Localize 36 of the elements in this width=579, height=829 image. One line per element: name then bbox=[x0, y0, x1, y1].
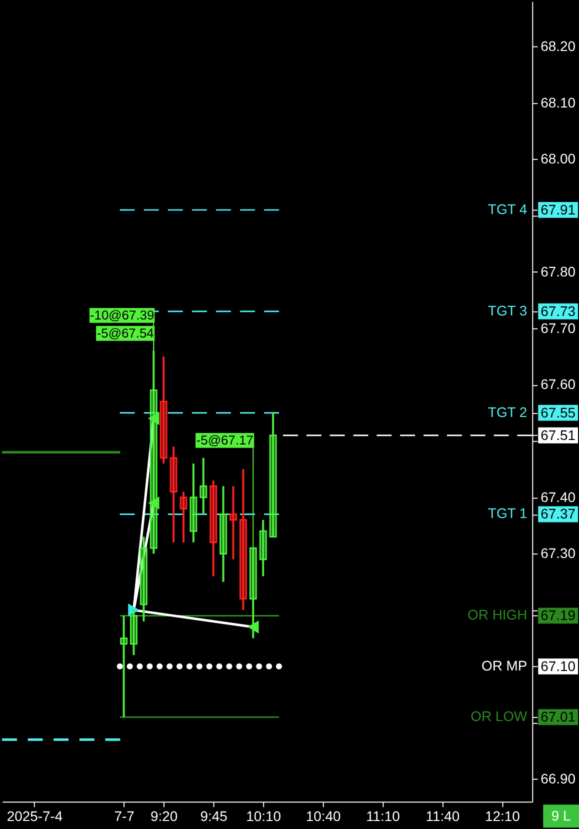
y-tick-label: 67.60 bbox=[540, 376, 576, 392]
x-tick-label: 10:10 bbox=[246, 808, 282, 824]
x-tick-label: 12:10 bbox=[484, 808, 520, 824]
y-tick-label: 67.55 bbox=[540, 404, 576, 420]
y-tick-label: 67.30 bbox=[540, 545, 576, 562]
x-tick-label: 10:40 bbox=[306, 808, 341, 824]
y-tick-label: 67.73 bbox=[540, 302, 576, 319]
y-tick-label: 67.40 bbox=[540, 488, 576, 505]
y-tick-label: 66.90 bbox=[540, 770, 576, 787]
x-tick-label: 11:40 bbox=[426, 808, 460, 824]
y-tick-label: 67.10 bbox=[540, 658, 576, 674]
y-tick-label: 68.20 bbox=[540, 38, 576, 54]
y-tick-label: 67.37 bbox=[540, 506, 576, 522]
ref-line-label: OR LOW bbox=[470, 708, 528, 724]
ref-line-label: OR MP bbox=[481, 657, 528, 674]
y-tick-label: 67.01 bbox=[540, 708, 576, 725]
y-tick-label: 67.91 bbox=[540, 201, 576, 218]
y-tick-label: 67.80 bbox=[540, 263, 576, 280]
y-tick-label: 67.19 bbox=[540, 607, 576, 624]
ref-line-label: TGT 3 bbox=[488, 302, 528, 318]
x-tick-label: 9:45 bbox=[200, 808, 228, 824]
x-tick-label: 9:20 bbox=[150, 808, 178, 824]
ref-line-label: TGT 2 bbox=[488, 404, 528, 420]
y-tick-label: 67.70 bbox=[540, 320, 576, 336]
annotation: -5@67.54 bbox=[96, 325, 154, 340]
y-tick-label: 68.00 bbox=[540, 150, 576, 167]
y-tick-label: 68.10 bbox=[540, 94, 576, 110]
y-tick-label: 67.51 bbox=[540, 426, 576, 443]
x-tick-label: 7-7 bbox=[114, 808, 135, 824]
ref-line-label: OR HIGH bbox=[468, 606, 528, 623]
x-tick-label: 2025-7-4 bbox=[6, 808, 63, 824]
annotation: -5@67.17 bbox=[196, 432, 254, 448]
text: 9 L bbox=[551, 808, 571, 824]
ref-line-label: TGT 4 bbox=[488, 200, 528, 217]
ref-line-label: TGT 1 bbox=[488, 505, 528, 522]
x-tick-label: 11:10 bbox=[366, 808, 400, 824]
